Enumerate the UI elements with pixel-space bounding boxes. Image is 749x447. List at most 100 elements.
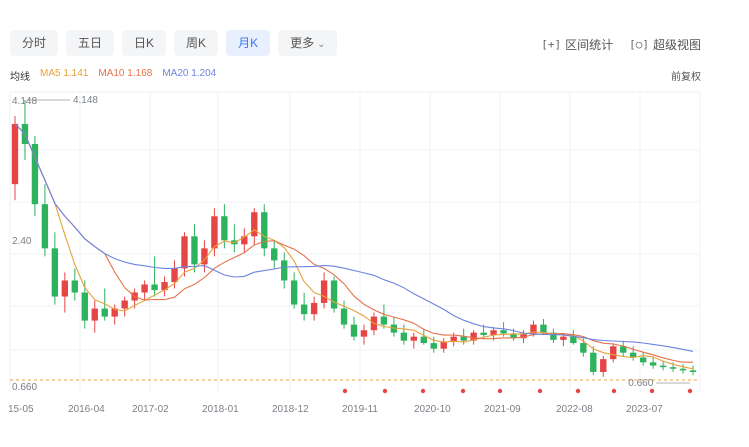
interval-stats-button[interactable]: [+] 区间统计 <box>541 36 613 53</box>
y-tick-label: 2.40 <box>12 236 32 247</box>
tab-five-day[interactable]: 五日 <box>66 30 115 56</box>
candle-body <box>221 216 228 241</box>
candle-body <box>470 332 477 341</box>
candle-body <box>530 324 537 334</box>
ma-legend-title: 均线 <box>10 72 30 83</box>
tab-intraday[interactable]: 分时 <box>10 30 59 56</box>
candle-body <box>161 282 168 291</box>
event-dot-4 <box>497 388 503 394</box>
candle-body <box>11 123 19 185</box>
x-tick-label: 15-05 <box>8 404 34 415</box>
candle-body <box>520 333 527 339</box>
candle-body <box>251 212 258 237</box>
max-annotation: 4.148 <box>73 95 98 106</box>
candle-body <box>540 324 547 333</box>
candle-body <box>81 292 88 321</box>
event-dot-6 <box>575 388 581 394</box>
candle-body <box>290 280 298 305</box>
candle-body <box>600 359 607 372</box>
x-tick-label: 2017-02 <box>132 404 169 415</box>
candle-body <box>201 248 208 265</box>
tab-weekly-k[interactable]: 周K <box>174 30 219 56</box>
candle-body <box>510 333 517 339</box>
candle-body <box>649 362 657 366</box>
x-tick-label: 2021-09 <box>484 404 521 415</box>
candle-body <box>121 300 128 309</box>
tab-more[interactable]: 更多 ⌄ <box>278 30 338 56</box>
candle-body <box>181 236 188 269</box>
candle-body <box>460 336 467 341</box>
event-dot-7 <box>611 388 617 394</box>
ma-legend: 均线 MA5 1.141 MA10 1.168 MA20 1.204 <box>10 68 216 83</box>
candle-body <box>420 336 427 344</box>
candle-body <box>580 343 587 353</box>
event-dot-1 <box>382 388 388 394</box>
candle-body <box>41 204 49 249</box>
candle-body <box>490 330 497 336</box>
candle-body <box>659 365 667 368</box>
ma10-line <box>14 123 693 363</box>
candle-body <box>410 336 418 341</box>
min-annotation: 0.660 <box>628 378 653 389</box>
candle-body <box>560 336 567 340</box>
x-tick-label: 2016-04 <box>68 404 105 415</box>
ma5-line <box>14 123 694 370</box>
candle-body <box>211 216 218 249</box>
x-tick-label: 2018-12 <box>272 404 309 415</box>
price-adjust-toggle[interactable]: 前复权 <box>671 72 701 83</box>
candle-body <box>320 280 328 303</box>
candle-body <box>380 316 388 325</box>
bracket-plus-icon: [+] <box>541 38 562 51</box>
candle-body <box>679 368 687 371</box>
ma20-legend: MA20 1.204 <box>162 68 217 79</box>
candle-body <box>61 280 69 297</box>
ma10-legend: MA10 1.168 <box>98 68 153 79</box>
chevron-down-icon: ⌄ <box>317 39 326 50</box>
event-dot-8 <box>649 388 655 394</box>
candle-body <box>330 280 338 309</box>
event-dot-0 <box>342 388 348 394</box>
candle-body <box>261 212 268 249</box>
candle-body <box>689 370 697 372</box>
super-view-label: 超级视图 <box>652 38 701 52</box>
candle-body <box>101 308 108 317</box>
ma5-legend: MA5 1.141 <box>40 68 89 79</box>
candle-body <box>639 357 647 363</box>
candle-body <box>111 308 118 317</box>
x-tick-label: 2019-11 <box>342 404 378 415</box>
event-dot-5 <box>537 388 543 394</box>
tab-daily-k[interactable]: 日K <box>122 30 167 56</box>
candle-body <box>450 336 457 342</box>
candle-body <box>271 248 278 261</box>
event-dot-9 <box>687 388 693 394</box>
candle-body <box>620 346 627 353</box>
candle-body <box>91 308 98 321</box>
x-tick-label: 2022-08 <box>556 404 593 415</box>
candle-body <box>191 236 198 265</box>
candle-body <box>610 346 617 360</box>
candle-body <box>171 268 178 283</box>
candle-body <box>440 341 447 349</box>
candle-body <box>281 260 288 281</box>
period-tabs: 分时 五日 日K 周K 月K 更多 ⌄ <box>10 30 338 56</box>
candle-body <box>31 143 39 205</box>
candle-body <box>550 332 557 340</box>
super-view-button[interactable]: [○] 超级视图 <box>629 36 701 53</box>
x-tick-label: 2023-07 <box>626 404 663 415</box>
candle-body <box>310 302 318 315</box>
ma20-line <box>14 123 694 352</box>
candle-body <box>669 367 677 369</box>
candle-body <box>51 248 59 297</box>
candle-body <box>629 352 637 358</box>
candle-body <box>400 332 408 341</box>
candle-body <box>360 330 368 337</box>
candle-body <box>241 236 248 245</box>
tab-more-label: 更多 <box>290 36 315 50</box>
event-dot-3 <box>460 388 466 394</box>
chart-tools: [+] 区间统计 [○] 超级视图 <box>541 36 701 53</box>
y-tick-label: 4.148 <box>12 96 37 107</box>
candle-body <box>340 308 348 325</box>
candle-body <box>71 280 79 293</box>
tab-monthly-k[interactable]: 月K <box>226 30 271 56</box>
